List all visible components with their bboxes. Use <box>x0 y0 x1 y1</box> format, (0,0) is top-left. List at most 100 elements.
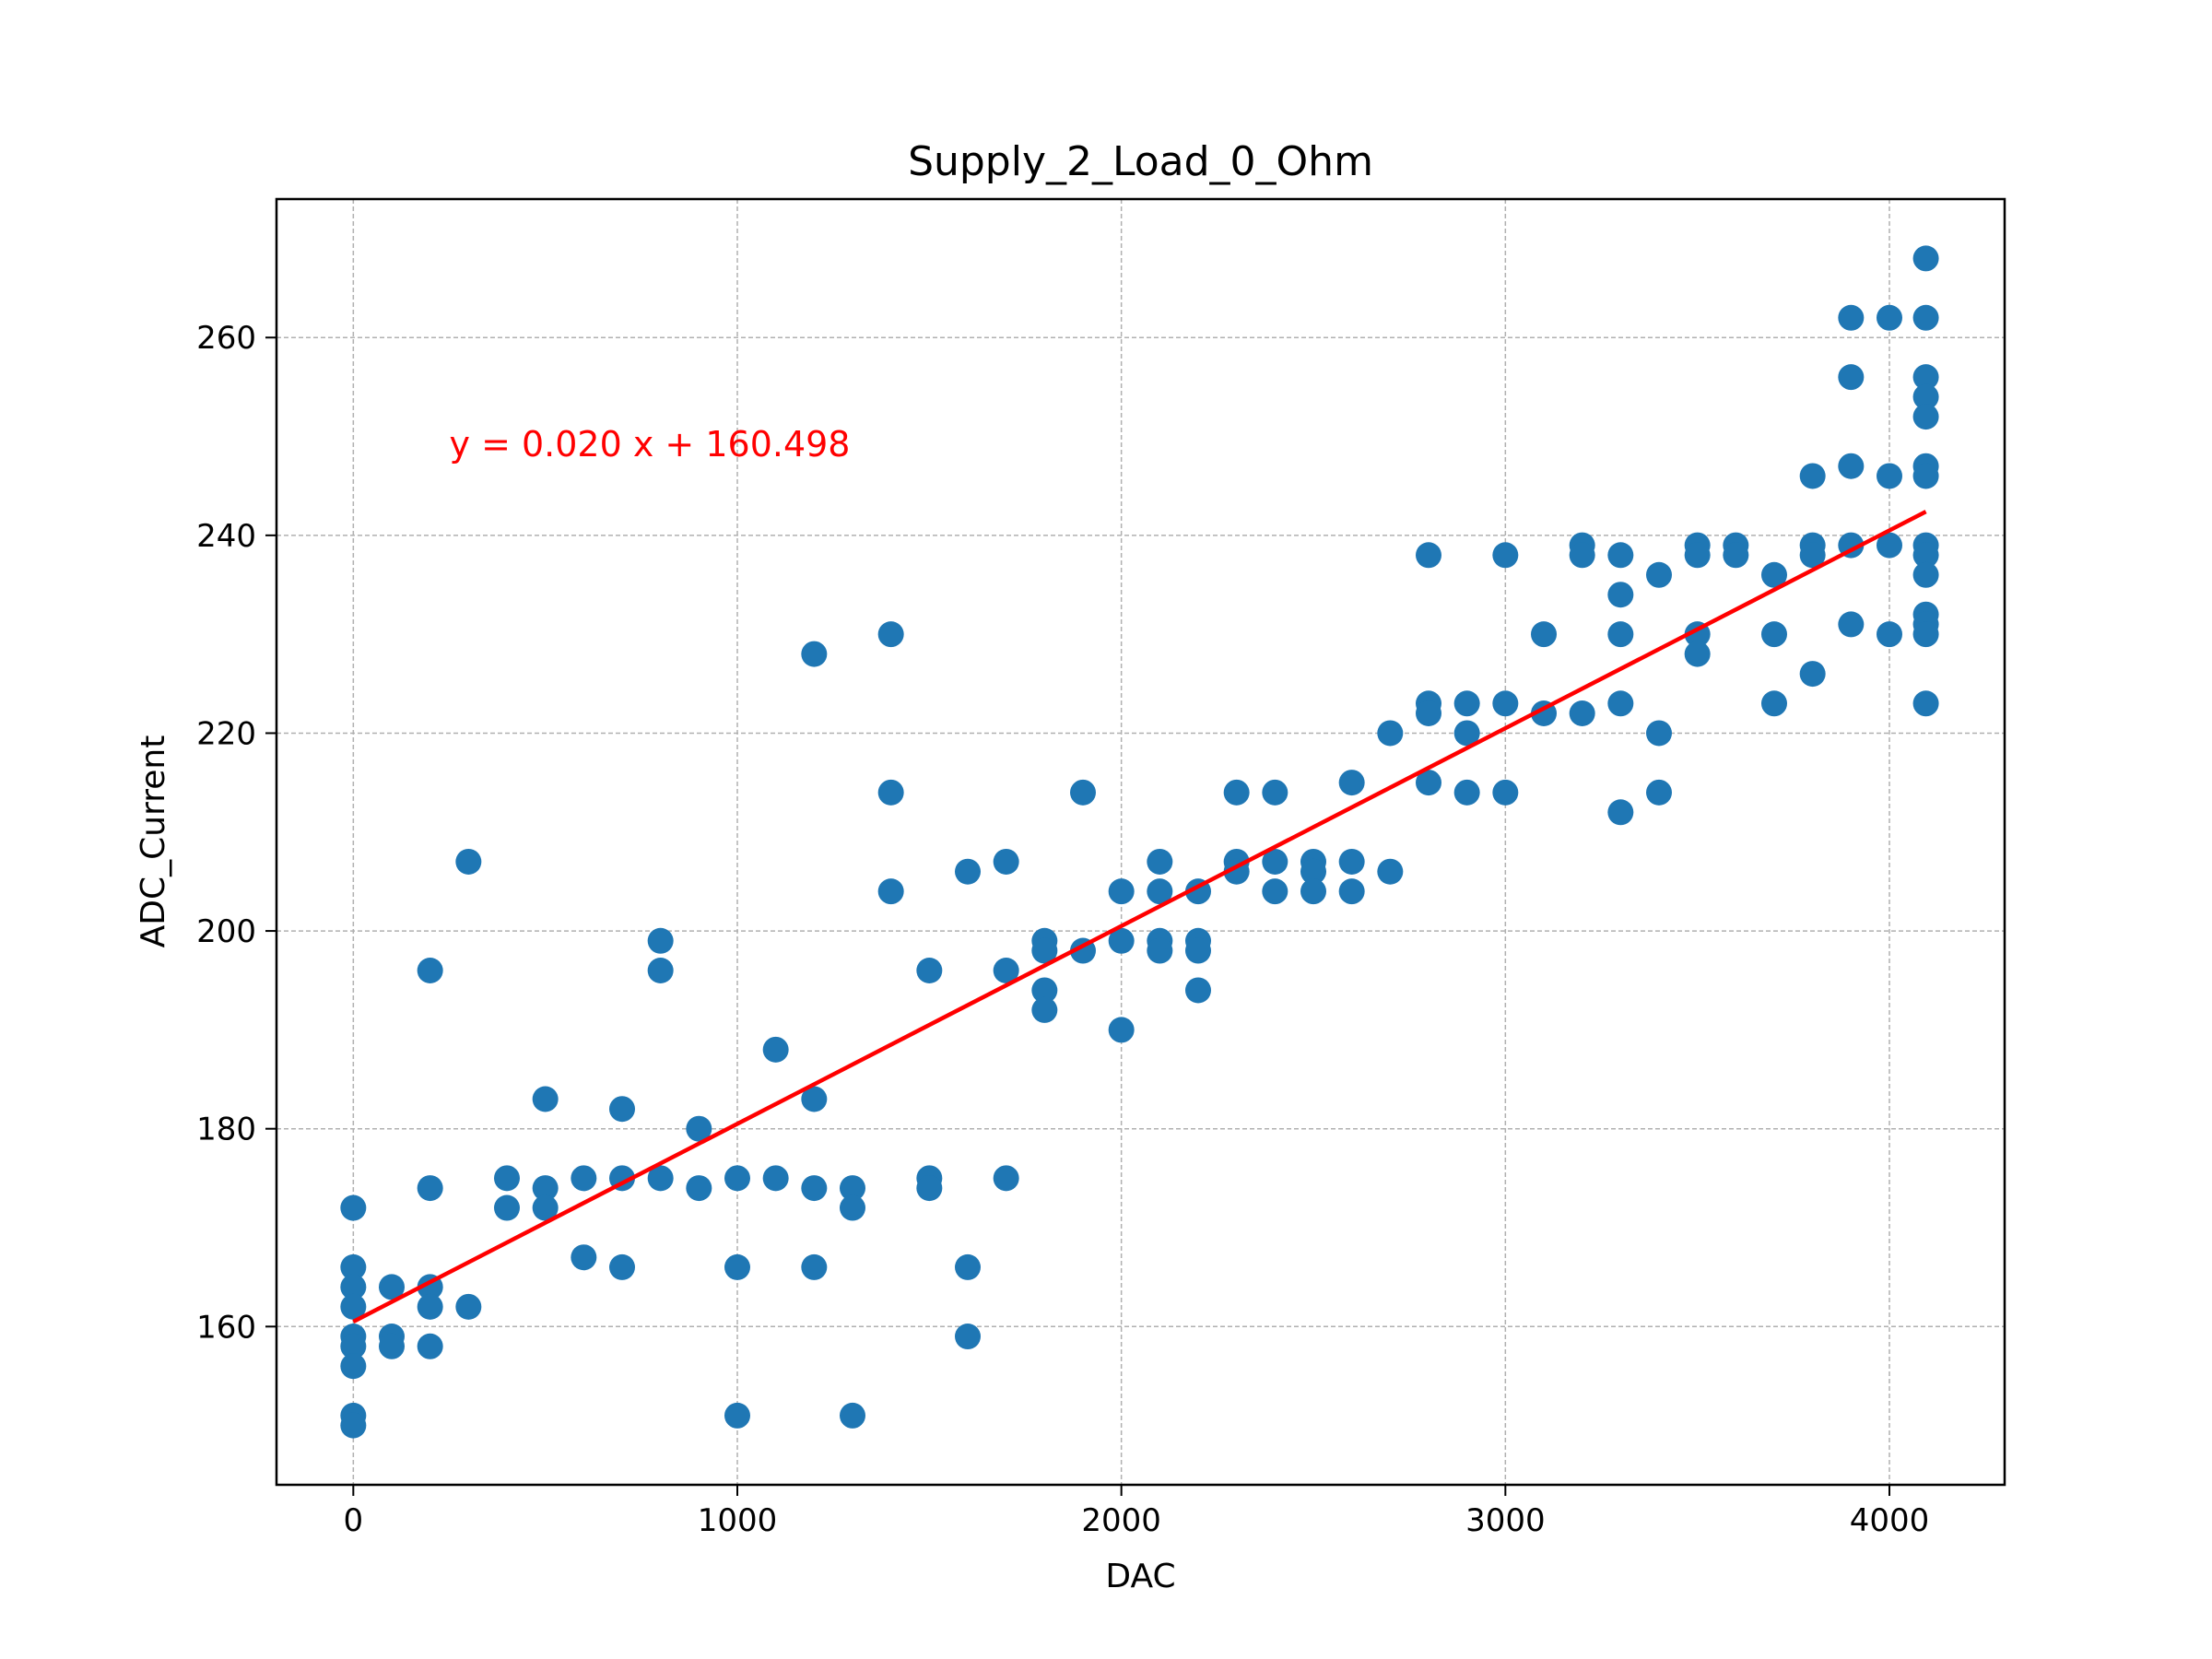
y-tick-label: 200 <box>196 913 256 950</box>
data-points <box>340 245 1939 1439</box>
scatter-point <box>1377 720 1404 747</box>
scatter-point <box>1607 621 1634 648</box>
scatter-point <box>340 1194 367 1221</box>
scatter-point <box>340 1412 367 1439</box>
scatter-point <box>1838 453 1865 479</box>
scatter-point <box>1912 383 1939 410</box>
scatter-point <box>1031 977 1058 1004</box>
scatter-point <box>993 848 1019 875</box>
scatter-point <box>955 1253 981 1280</box>
scatter-point <box>801 1175 828 1202</box>
x-tick-label: 4000 <box>1850 1502 1930 1539</box>
scatter-point <box>1416 542 1441 569</box>
scatter-point <box>1912 245 1939 272</box>
scatter-point <box>417 958 443 983</box>
plot-frame <box>275 197 2006 1487</box>
scatter-point <box>1607 542 1634 569</box>
grid-lines <box>276 199 2005 1485</box>
scatter-point <box>609 1096 635 1123</box>
scatter-point <box>379 1274 405 1300</box>
scatter-point <box>455 848 482 875</box>
scatter-point <box>1185 977 1211 1004</box>
fit-line-group <box>352 510 1927 1324</box>
scatter-point <box>1761 690 1787 717</box>
scatter-point <box>993 958 1019 983</box>
scatter-point <box>1377 858 1404 885</box>
scatter-point <box>1877 463 1902 489</box>
scatter-point <box>1453 779 1480 806</box>
scatter-point <box>1223 779 1250 806</box>
scatter-point <box>1799 542 1826 569</box>
scatter-point <box>494 1165 520 1192</box>
scatter-point <box>1300 858 1326 885</box>
y-tick-label: 160 <box>196 1309 256 1346</box>
scatter-point <box>1912 621 1939 648</box>
scatter-point <box>647 927 674 954</box>
scatter-point <box>955 1324 981 1350</box>
scatter-point <box>877 779 904 806</box>
scatter-point <box>916 1175 943 1202</box>
scatter-point <box>1569 542 1595 569</box>
scatter-point <box>1147 878 1173 905</box>
scatter-point <box>1799 661 1826 688</box>
scatter-point <box>1607 690 1634 717</box>
x-tick-label: 1000 <box>698 1502 778 1539</box>
scatter-point <box>1838 304 1865 331</box>
fit-equation-annotation: y = 0.020 x + 160.498 <box>450 424 851 465</box>
chart-title: Supply_2_Load_0_Ohm <box>908 138 1373 185</box>
scatter-point <box>1070 779 1096 806</box>
scatter-point <box>1453 720 1480 747</box>
scatter-point <box>1531 621 1557 648</box>
y-tick-label: 180 <box>196 1112 256 1148</box>
scatter-point <box>840 1175 865 1202</box>
x-axis-label: DAC <box>1105 1558 1175 1595</box>
scatter-point <box>379 1333 405 1359</box>
scatter-point <box>571 1244 597 1271</box>
scatter-point <box>993 1165 1019 1192</box>
scatter-point <box>762 1036 789 1063</box>
scatter-point <box>801 641 828 667</box>
scatter-point <box>340 1353 367 1380</box>
scatter-point <box>417 1175 443 1202</box>
scatter-point <box>417 1293 443 1320</box>
scatter-point <box>840 1194 865 1221</box>
scatter-point <box>1492 779 1519 806</box>
scatter-point <box>1877 532 1902 559</box>
scatter-point <box>494 1194 520 1221</box>
scatter-point <box>532 1175 559 1202</box>
scatter-point <box>1416 770 1441 796</box>
scatter-point <box>1607 582 1634 608</box>
scatter-point <box>1912 463 1939 489</box>
scatter-point <box>1262 878 1288 905</box>
scatter-point <box>417 1333 443 1359</box>
scatter-point <box>801 1086 828 1112</box>
scatter-point <box>1799 463 1826 489</box>
scatter-point <box>1262 848 1288 875</box>
y-tick-label: 260 <box>196 320 256 357</box>
scatter-point <box>1492 542 1519 569</box>
y-tick-label: 240 <box>196 518 256 555</box>
scatter-point <box>1185 937 1211 964</box>
scatter-point <box>1416 700 1441 726</box>
scatter-point <box>724 1165 750 1192</box>
scatter-point <box>1838 611 1865 638</box>
scatter-point <box>1607 799 1634 826</box>
scatter-point <box>724 1402 750 1429</box>
y-axis-label: ADC_Current <box>135 735 172 948</box>
scatter-point <box>1108 878 1135 905</box>
scatter-point <box>1761 621 1787 648</box>
scatter-point <box>1569 700 1595 726</box>
scatter-point <box>840 1402 865 1429</box>
scatter-point <box>1338 770 1365 796</box>
scatter-point <box>801 1253 828 1280</box>
scatter-point <box>1912 690 1939 717</box>
scatter-point <box>1108 1017 1135 1043</box>
scatter-point <box>1262 779 1288 806</box>
scatter-point <box>340 1333 367 1359</box>
scatter-point <box>532 1086 559 1112</box>
scatter-point <box>1338 848 1365 875</box>
scatter-point <box>1646 561 1672 588</box>
scatter-point <box>1877 304 1902 331</box>
scatter-point <box>1646 779 1672 806</box>
scatter-point <box>340 1253 367 1280</box>
